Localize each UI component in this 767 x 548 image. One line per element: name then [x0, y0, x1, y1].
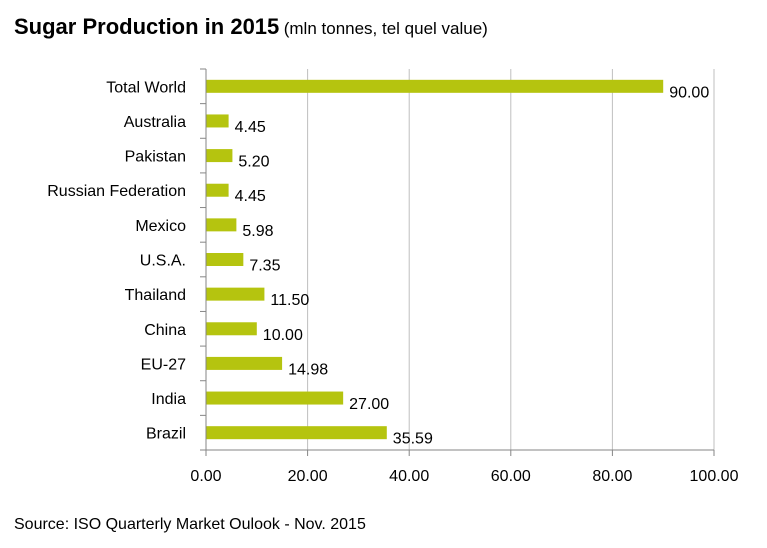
category-label: EU-27	[141, 356, 186, 373]
chart-title-main: Sugar Production in 2015	[14, 14, 280, 39]
bar	[206, 149, 233, 163]
x-tick-label: 0.00	[190, 468, 221, 485]
axes	[200, 68, 715, 456]
data-label: 14.98	[288, 361, 328, 378]
gridlines	[307, 69, 715, 450]
data-label: 4.45	[235, 119, 266, 136]
data-label: 5.20	[238, 154, 269, 171]
data-label: 5.98	[242, 223, 273, 240]
chart-title: Sugar Production in 2015 (mln tonnes, te…	[14, 14, 488, 40]
bar	[206, 426, 387, 440]
bar	[206, 356, 283, 370]
data-label: 11.50	[270, 292, 309, 309]
category-label: India	[151, 391, 186, 408]
chart-subtitle: (mln tonnes, tel quel value)	[283, 19, 488, 38]
data-label: 35.59	[393, 431, 433, 448]
category-label: Brazil	[146, 426, 186, 443]
data-labels: 90.00 4.45 5.20 4.45 5.98 7.35 11.50 10.00 14.98…	[235, 84, 710, 447]
x-tick-label: 20.00	[288, 468, 328, 485]
bar	[206, 391, 344, 405]
bar	[206, 114, 229, 128]
bar	[206, 218, 237, 232]
category-labels: Total World Australia Pakistan Russian Fede…	[47, 79, 186, 442]
data-label: 27.00	[349, 396, 389, 413]
x-axis-ticks: 0.00 20.00 40.00 60.00 80.00 100.00	[190, 468, 738, 485]
category-label: China	[144, 322, 186, 339]
category-label: Australia	[124, 114, 186, 131]
bar	[206, 183, 229, 197]
category-label: Total World	[106, 79, 186, 96]
x-tick-label: 60.00	[491, 468, 531, 485]
x-tick-label: 100.00	[690, 468, 739, 485]
bar	[206, 322, 257, 336]
data-label: 10.00	[263, 327, 303, 344]
bar	[206, 79, 664, 93]
source-note: Source: ISO Quarterly Market Oulook - No…	[14, 516, 366, 533]
category-label: Mexico	[135, 218, 186, 235]
category-label: U.S.A.	[140, 253, 186, 270]
bars	[206, 79, 664, 440]
data-label: 90.00	[669, 84, 709, 101]
x-tick-label: 80.00	[592, 468, 632, 485]
data-label: 4.45	[235, 188, 266, 205]
x-tick-label: 40.00	[389, 468, 429, 485]
category-label: Thailand	[125, 287, 186, 304]
bar	[206, 287, 265, 301]
category-label: Russian Federation	[47, 183, 186, 200]
bar	[206, 253, 244, 266]
data-label: 7.35	[249, 258, 280, 275]
category-label: Pakistan	[125, 149, 186, 166]
